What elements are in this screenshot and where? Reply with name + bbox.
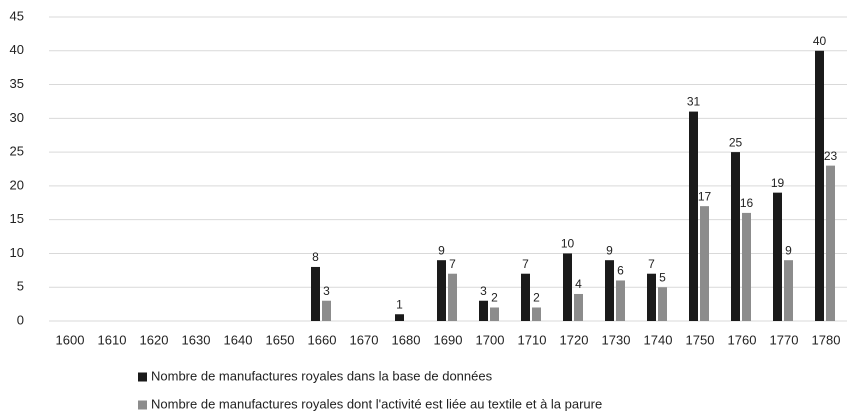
y-tick-label: 20 <box>10 177 24 192</box>
data-label: 4 <box>575 277 582 291</box>
data-label: 7 <box>449 257 456 271</box>
x-tick-label: 1700 <box>476 332 505 347</box>
data-label: 10 <box>561 237 575 251</box>
y-tick-label: 5 <box>17 279 24 294</box>
bar <box>311 266 320 321</box>
bar <box>742 212 751 321</box>
bar <box>574 293 583 321</box>
x-tick-label: 1660 <box>308 332 337 347</box>
bar <box>395 314 404 321</box>
x-tick-label: 1620 <box>140 332 169 347</box>
data-label: 2 <box>533 291 540 305</box>
legend-swatch <box>138 372 147 382</box>
y-tick-label: 10 <box>10 245 24 260</box>
legend-label: Nombre de manufactures royales dont l'ac… <box>151 396 602 411</box>
y-tick-label: 45 <box>10 8 24 23</box>
y-tick-label: 40 <box>10 42 24 57</box>
data-label: 9 <box>438 243 445 257</box>
x-tick-label: 1780 <box>812 332 841 347</box>
bar <box>773 192 782 321</box>
data-label: 19 <box>771 176 785 190</box>
bar <box>731 152 740 321</box>
x-tick-label: 1770 <box>770 332 799 347</box>
data-label: 23 <box>824 149 838 163</box>
bar <box>521 273 530 321</box>
bar <box>616 280 625 321</box>
bar <box>689 111 698 321</box>
y-tick-label: 0 <box>17 312 24 327</box>
bar <box>563 253 572 321</box>
bar <box>605 260 614 321</box>
y-tick-label: 25 <box>10 144 24 159</box>
x-tick-label: 1640 <box>224 332 253 347</box>
data-label: 1 <box>396 297 403 311</box>
x-tick-label: 1720 <box>560 332 589 347</box>
y-tick-label: 15 <box>10 211 24 226</box>
bar <box>700 206 709 321</box>
legend-swatch <box>138 400 147 410</box>
x-tick-label: 1650 <box>266 332 295 347</box>
x-tick-label: 1710 <box>518 332 547 347</box>
bar <box>479 300 488 321</box>
x-tick-label: 1750 <box>686 332 715 347</box>
x-tick-label: 1760 <box>728 332 757 347</box>
x-tick-label: 1740 <box>644 332 673 347</box>
x-tick-label: 1730 <box>602 332 631 347</box>
x-tick-label: 1670 <box>350 332 379 347</box>
bar <box>322 300 331 321</box>
data-label: 6 <box>617 264 624 278</box>
y-tick-label: 35 <box>10 76 24 91</box>
data-label: 16 <box>740 196 754 210</box>
x-tick-label: 1690 <box>434 332 463 347</box>
data-label: 3 <box>323 284 330 298</box>
x-tick-label: 1610 <box>98 332 127 347</box>
data-label: 2 <box>491 291 498 305</box>
bar <box>784 260 793 321</box>
data-label: 17 <box>698 189 712 203</box>
bar <box>658 287 667 321</box>
data-label: 8 <box>312 250 319 264</box>
bar <box>647 273 656 321</box>
data-label: 7 <box>522 257 529 271</box>
bar <box>532 307 541 321</box>
bar <box>490 307 499 321</box>
bar <box>448 273 457 321</box>
data-label: 31 <box>687 95 701 109</box>
data-label: 9 <box>785 243 792 257</box>
x-tick-label: 1680 <box>392 332 421 347</box>
data-label: 3 <box>480 284 487 298</box>
legend-label: Nombre de manufactures royales dans la b… <box>151 368 493 383</box>
data-label: 25 <box>729 135 743 149</box>
bar <box>437 260 446 321</box>
data-label: 5 <box>659 270 666 284</box>
bar <box>826 165 835 321</box>
x-tick-label: 1600 <box>56 332 85 347</box>
data-label: 40 <box>813 34 827 48</box>
bar <box>815 50 824 322</box>
x-tick-label: 1630 <box>182 332 211 347</box>
data-label: 9 <box>606 243 613 257</box>
data-label: 7 <box>648 257 655 271</box>
y-tick-label: 30 <box>10 110 24 125</box>
